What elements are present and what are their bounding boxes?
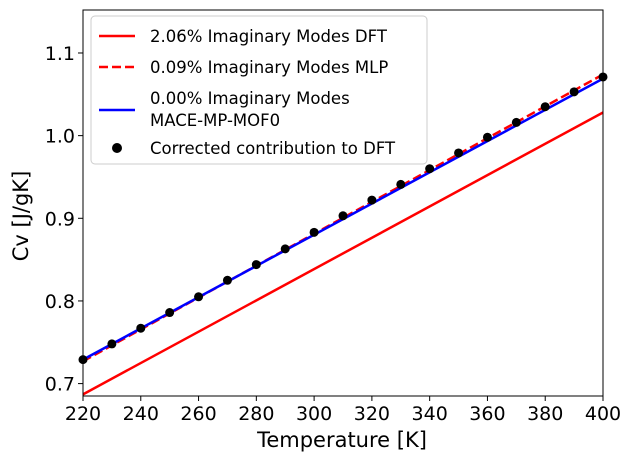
scatter-point — [251, 260, 261, 270]
legend-box — [90, 15, 428, 165]
y-tick-label: 1.0 — [45, 126, 75, 148]
x-tick-label: 340 — [412, 403, 448, 425]
x-tick-label: 400 — [585, 403, 621, 425]
scatter-point — [367, 195, 377, 205]
scatter-point — [454, 148, 464, 158]
legend-label-dft: 2.06% Imaginary Modes DFT — [150, 27, 388, 46]
x-axis-label: Temperature [K] — [256, 428, 427, 452]
scatter-point — [569, 87, 579, 97]
x-tick-label: 240 — [123, 403, 159, 425]
y-tick-label: 0.9 — [45, 208, 75, 230]
x-tick-label: 380 — [527, 403, 563, 425]
y-axis-label: Cv [J/gK] — [9, 171, 33, 262]
series-dft-line — [82, 111, 604, 396]
scatter-point — [425, 164, 435, 174]
x-tick-label: 260 — [180, 403, 216, 425]
y-tick-label: 0.7 — [45, 374, 75, 396]
scatter-point — [107, 339, 117, 349]
axis-ticks: 220 240 260 280 300 320 340 360 380 400 0.7 0.8 0.9 1… — [45, 43, 621, 425]
legend-label-mace-line1: 0.00% Imaginary Modes — [150, 89, 350, 108]
legend-marker-corrected — [112, 143, 122, 153]
legend: 2.06% Imaginary Modes DFT 0.09% Imaginar… — [90, 15, 428, 165]
scatter-point — [309, 227, 319, 237]
legend-label-mace-line2: MACE-MP-MOF0 — [150, 111, 280, 130]
plot-area — [78, 72, 608, 396]
y-tick-label: 0.8 — [45, 291, 75, 313]
scatter-point — [165, 308, 175, 318]
scatter-point — [396, 179, 406, 189]
x-tick-label: 320 — [354, 403, 390, 425]
x-tick-label: 220 — [65, 403, 101, 425]
scatter-point — [511, 117, 521, 127]
scatter-point — [338, 211, 348, 221]
x-tick-label: 280 — [238, 403, 274, 425]
x-tick-label: 360 — [469, 403, 505, 425]
scatter-point — [194, 292, 204, 302]
scatter-point — [280, 244, 290, 254]
plot-frame — [82, 9, 604, 397]
scatter-point — [482, 132, 492, 142]
legend-label-corrected: Corrected contribution to DFT — [150, 139, 396, 158]
legend-label-mlp: 0.09% Imaginary Modes MLP — [150, 58, 388, 77]
scatter-point — [136, 323, 146, 333]
scatter-point — [222, 275, 232, 285]
y-tick-label: 1.1 — [45, 43, 75, 65]
scatter-point — [540, 102, 550, 112]
x-tick-label: 300 — [296, 403, 332, 425]
